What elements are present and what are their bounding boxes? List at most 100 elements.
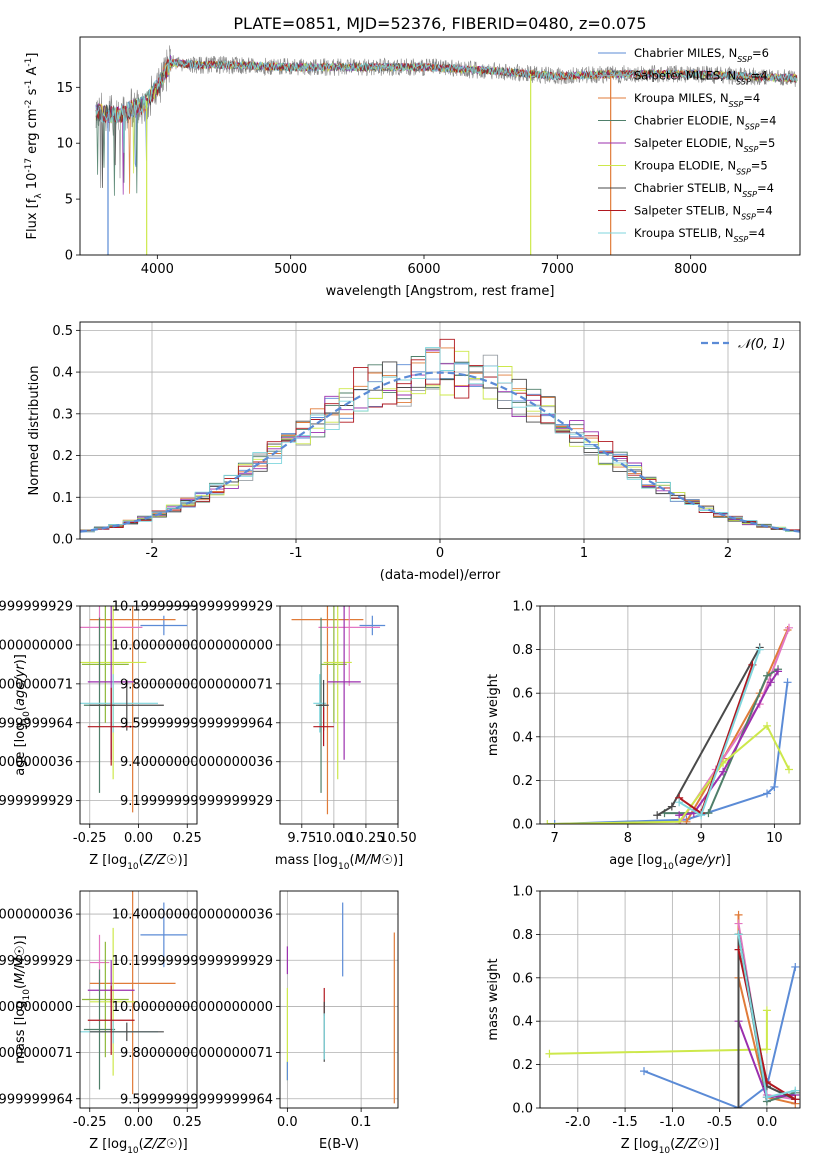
x-tick-label: -1 xyxy=(290,546,303,561)
x-tick-label: 4000 xyxy=(141,262,174,277)
y-tick-label: 10 xyxy=(56,137,73,152)
weight-line xyxy=(664,668,779,815)
legend-label: Chabrier STELIB, NSSP=4 xyxy=(634,181,774,199)
x-tick-label: 9 xyxy=(697,831,705,846)
x-tick-label: 0.00 xyxy=(124,1115,153,1130)
weight-marker xyxy=(791,1086,800,1095)
weight-marker xyxy=(682,817,691,824)
x-axis-label: age [log10(age/yr)] xyxy=(609,853,731,872)
y-tick-label: 0.1 xyxy=(52,491,73,506)
weight-marker xyxy=(719,767,728,776)
y-tick-label: 10.19999999999999929 xyxy=(112,954,273,969)
x-tick-label: 0.1 xyxy=(351,1115,372,1130)
errorbars xyxy=(291,606,386,815)
weight-marker xyxy=(762,1006,771,1015)
y-tick-label: 9.59999999999999964 xyxy=(0,1092,73,1107)
weight-marker xyxy=(763,721,772,730)
legend-normal: 𝒩(0, 1) xyxy=(701,337,785,352)
y-tick-label: 10.19999999999999929 xyxy=(0,954,73,969)
weight-line xyxy=(643,966,797,1108)
y-tick-label: 5 xyxy=(65,193,73,208)
weight-line xyxy=(549,1010,768,1055)
y-tick-label: 9.80000000000000071 xyxy=(0,1046,73,1061)
weight-marker xyxy=(770,782,779,791)
y-tick-label: 9.80000000000000071 xyxy=(120,677,273,692)
x-tick-label: 0.0 xyxy=(277,1115,298,1130)
spectrum-line xyxy=(95,58,798,124)
weight-marker xyxy=(766,678,775,687)
mass-vs-extinction-panel: 0.0 0.1 9.59999999999999964 9.8000000000000… xyxy=(112,890,399,1152)
legend-label: 𝒩(0, 1) xyxy=(738,337,785,352)
y-tick-label: 9.80000000000000071 xyxy=(120,1046,273,1061)
legend-label: Kroupa ELODIE, NSSP=5 xyxy=(634,159,768,177)
weight-marker xyxy=(675,817,684,824)
y-tick-label: 0 xyxy=(65,249,73,264)
weight-marker xyxy=(697,811,706,820)
y-tick-label: 9.59999999999999964 xyxy=(120,1092,273,1107)
y-tick-label: 10.40000000000000036 xyxy=(112,908,273,923)
y-tick-label: 1.0 xyxy=(512,600,533,615)
mass-vs-metallicity-panel: -0.25 0.00 0.25 9.59999999999999964 9.800000… xyxy=(0,890,202,1156)
y-tick-label: 0.0 xyxy=(512,818,533,833)
errorbars xyxy=(80,606,188,813)
x-tick-label: 9.75 xyxy=(287,831,316,846)
weight-marker xyxy=(762,1045,771,1054)
weight-marker xyxy=(640,1067,648,1076)
legend-models: Chabrier MILES, NSSP=6 Salpeter MILES, NS… xyxy=(598,46,776,244)
y-axis-label: Normed distribution xyxy=(27,366,42,496)
x-tick-label: -0.25 xyxy=(73,1115,107,1130)
weight-marker xyxy=(785,623,794,632)
x-tick-label: 0.0 xyxy=(757,1115,778,1130)
x-tick-label: 0 xyxy=(436,546,444,561)
weight-marker xyxy=(763,789,772,798)
legend-label: Chabrier MILES, NSSP=6 xyxy=(634,46,769,64)
weight-marker xyxy=(762,1093,771,1102)
axes-frame xyxy=(539,605,801,825)
x-tick-label: 10 xyxy=(766,831,783,846)
x-tick-label: -0.5 xyxy=(707,1115,732,1130)
y-tick-label: 0.0 xyxy=(52,533,73,548)
x-tick-label: 1 xyxy=(580,546,588,561)
x-tick-label: 8000 xyxy=(674,262,707,277)
weight-marker xyxy=(667,802,676,811)
figure-title: PLATE=0851, MJD=52376, FIBERID=0480, z=0… xyxy=(233,14,646,33)
y-tick-label: 10.00000000000000000 xyxy=(112,638,273,653)
histogram-lines xyxy=(80,338,800,534)
weight-marker xyxy=(774,667,783,676)
y-tick-label: 0.6 xyxy=(512,687,533,702)
y-tick-label: 9.59999999999999964 xyxy=(120,716,273,731)
x-tick-label: 0.25 xyxy=(173,1115,202,1130)
y-tick-label: 10.00000000000000000 xyxy=(0,1000,73,1015)
weight-line xyxy=(678,649,761,817)
errorbars xyxy=(80,891,188,1095)
axes-frame xyxy=(539,890,801,1109)
y-tick-label: 15 xyxy=(56,81,73,96)
x-tick-label: 5000 xyxy=(274,262,307,277)
x-axis-label: (data-model)/error xyxy=(380,568,501,583)
weight-marker xyxy=(675,798,684,807)
weight-marker xyxy=(763,671,772,680)
normal-curve xyxy=(80,371,800,533)
legend-label: Salpeter MILES, NSSP=4 xyxy=(634,69,768,87)
weight-marker xyxy=(791,1095,800,1104)
x-axis-label: Z [log10(Z/Z☉)] xyxy=(89,1137,188,1156)
y-axis-label: Flux [fλ 10-17 erg cm-2 s-1 A-1] xyxy=(24,53,44,240)
y-tick-label: 10.19999999999999929 xyxy=(112,600,273,615)
y-tick-label: 0.5 xyxy=(52,324,73,339)
x-axis-label: Z [log10(Z/Z☉)] xyxy=(621,1137,720,1156)
y-tick-label: 10.00000000000000000 xyxy=(0,638,73,653)
x-tick-label: 10.25 xyxy=(347,831,384,846)
weight-line xyxy=(678,627,790,824)
weight-marker xyxy=(545,1049,554,1058)
axes-frame xyxy=(79,605,198,825)
y-tick-label: 9.80000000000000071 xyxy=(0,677,73,692)
weight-marker xyxy=(791,962,800,971)
y-tick-label: 0.2 xyxy=(512,1058,533,1073)
x-axis-label: E(B-V) xyxy=(319,1137,359,1152)
y-tick-label: 10.00000000000000000 xyxy=(112,1000,273,1015)
legend-label: Salpeter STELIB, NSSP=4 xyxy=(634,204,773,222)
y-tick-label: 0.4 xyxy=(52,366,73,381)
y-axis-label: mass [log10(M/M☉)] xyxy=(13,935,32,1063)
x-tick-label: 6000 xyxy=(407,262,440,277)
